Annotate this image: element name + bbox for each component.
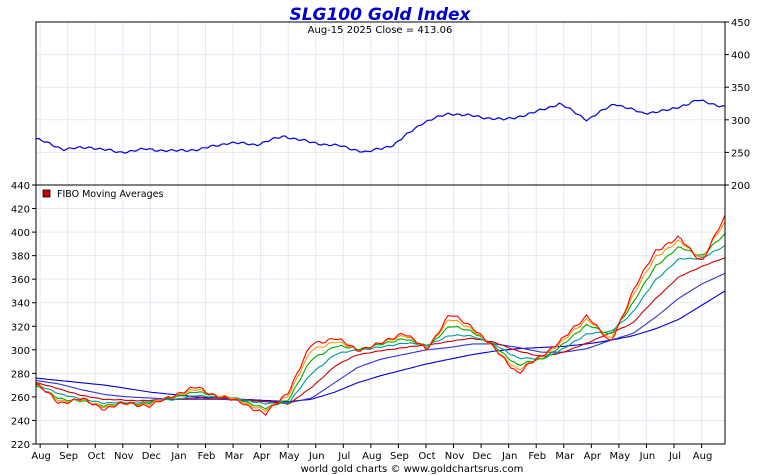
bottom-y-tick-label: 240	[11, 416, 30, 427]
bottom-y-tick-label: 360	[11, 275, 30, 286]
bottom-panel-series	[35, 214, 726, 417]
top-series-line	[35, 99, 726, 154]
bottom-y-tick-label: 220	[11, 440, 30, 451]
top-y-tick-label: 300	[731, 116, 750, 127]
top-y-tick-label: 250	[731, 148, 750, 159]
x-tick-label: Nov	[114, 451, 134, 462]
x-tick-label: Sep	[59, 451, 78, 462]
x-tick-label: May	[279, 451, 300, 462]
x-tick-label: Sep	[390, 451, 409, 462]
bottom-y-tick-label: 380	[11, 252, 30, 263]
x-tick-label: Jun	[308, 451, 325, 462]
bottom-panel-y-ticks: 220 240 260 280 300 320 340 360 380 400 420 440	[11, 181, 36, 451]
bottom-y-tick-label: 300	[11, 346, 30, 357]
legend-label: FIBO Moving Averages	[57, 189, 163, 200]
bottom-panel-frame	[35, 184, 726, 445]
x-tick-label: Mar	[555, 451, 575, 462]
legend: FIBO Moving Averages	[42, 189, 163, 200]
x-tick-label: Apr	[253, 451, 271, 462]
legend-swatch	[42, 189, 51, 198]
x-tick-label: Feb	[198, 451, 216, 462]
x-tick-label: Jul	[668, 451, 681, 462]
top-y-tick-label: 400	[731, 51, 750, 62]
x-tick-label: Jan	[501, 451, 517, 462]
x-tick-label: Dec	[142, 451, 161, 462]
fibo-moving-average-line	[35, 272, 726, 404]
fibo-moving-average-line	[35, 233, 726, 410]
x-tick-label: Jun	[639, 451, 656, 462]
x-tick-label: Nov	[445, 451, 465, 462]
x-tick-label: Oct	[88, 451, 105, 462]
top-panel-y-ticks: 200 250 300 350 400 450	[725, 18, 750, 192]
x-tick-label: Aug	[31, 451, 51, 462]
fibo-moving-average-line	[35, 245, 726, 405]
x-tick-label: Jan	[170, 451, 186, 462]
bottom-y-tick-label: 420	[11, 205, 30, 216]
x-tick-label: Aug	[693, 451, 713, 462]
x-tick-label: Apr	[584, 451, 602, 462]
x-tick-label: Jul	[337, 451, 350, 462]
top-y-tick-label: 350	[731, 83, 750, 94]
x-tick-label: Mar	[225, 451, 245, 462]
top-y-tick-label: 450	[731, 18, 750, 29]
x-tick-label: Feb	[528, 451, 546, 462]
bottom-y-tick-label: 400	[11, 228, 30, 239]
chart-subtitle: Aug-15 2025 Close = 413.06	[308, 25, 453, 36]
bottom-y-tick-label: 320	[11, 322, 30, 333]
footer-credit: world gold charts © www.goldchartsrus.co…	[301, 464, 524, 475]
bottom-y-tick-label: 440	[11, 181, 30, 192]
x-tick-label: Dec	[472, 451, 491, 462]
bottom-y-tick-label: 340	[11, 299, 30, 310]
top-y-tick-label: 200	[731, 181, 750, 192]
x-tick-label: Aug	[362, 451, 382, 462]
x-tick-label: May	[610, 451, 631, 462]
x-axis-ticks: Aug Sep Oct Nov Dec Jan Feb Mar Apr May Jun Jul Aug S…	[31, 444, 712, 462]
bottom-y-tick-label: 260	[11, 393, 30, 404]
bottom-y-tick-label: 280	[11, 369, 30, 380]
fibo-moving-average-line	[35, 214, 726, 417]
x-tick-label: Oct	[418, 451, 435, 462]
top-panel-series	[35, 99, 726, 154]
chart-title: SLG100 Gold Index	[289, 5, 471, 25]
